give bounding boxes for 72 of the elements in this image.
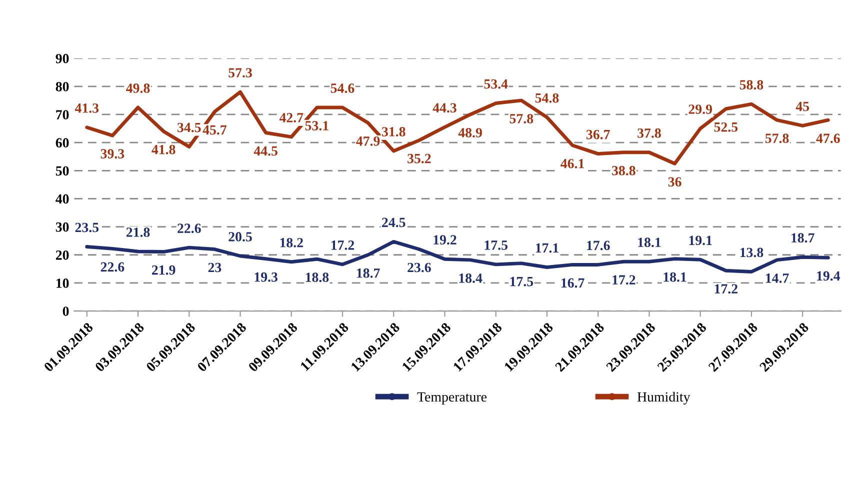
- annotation: 16.7: [562, 278, 584, 288]
- annotation: 17.2: [714, 284, 738, 294]
- annotation: 29.9: [688, 104, 712, 114]
- annotation: 54.8: [535, 93, 559, 103]
- annotation: 52.5: [714, 122, 738, 132]
- annotation: 14.7: [766, 274, 789, 283]
- y-tick-label: 20: [56, 250, 69, 260]
- annotation: 44.3: [432, 103, 456, 113]
- annotation: 20.5: [228, 232, 252, 242]
- y-tick-label: 40: [56, 194, 69, 204]
- annotation: 22.6: [100, 262, 124, 272]
- annotation: 22.6: [178, 224, 201, 234]
- y-tick-label: 80: [56, 82, 69, 92]
- annotation: 21.8: [126, 228, 150, 237]
- annotation: 36.7: [586, 130, 610, 140]
- annotation: 58.8: [740, 80, 764, 90]
- annotation: 19.2: [434, 235, 456, 245]
- annotation: 23.6: [408, 262, 431, 272]
- y-tick-label: 70: [56, 110, 69, 120]
- annotation: 35.2: [408, 154, 431, 164]
- annotation: 21.9: [152, 265, 176, 275]
- annotation: 57.8: [765, 134, 789, 144]
- annotation: 53.4: [484, 79, 508, 89]
- annotation: 57.3: [228, 68, 252, 78]
- annotation: 24.5: [382, 218, 406, 228]
- annotation: 17.6: [587, 240, 610, 250]
- annotation: 34.5: [178, 122, 201, 132]
- y-tick-label: 30: [56, 222, 69, 232]
- annotation: 42.7: [279, 113, 304, 122]
- annotation: 18.2: [280, 238, 303, 248]
- y-tick-label: 90: [56, 54, 69, 64]
- annotation: 17.5: [510, 276, 534, 286]
- annotation: 17.5: [484, 240, 508, 250]
- annotation: 47.9: [356, 136, 380, 146]
- annotation: 19.4: [817, 271, 840, 281]
- annotation: 13.8: [740, 248, 764, 258]
- annotation: 17.1: [536, 243, 558, 253]
- annotation: 39.3: [100, 149, 124, 159]
- annotation: 18.8: [306, 272, 329, 282]
- annotation: 45: [796, 102, 810, 112]
- legend-label: Humidity: [637, 392, 690, 404]
- annotation: 23.5: [75, 222, 99, 232]
- annotation: 41.3: [74, 103, 99, 113]
- annotation: 17.2: [612, 275, 636, 285]
- annotation: 53.1: [305, 121, 328, 130]
- annotation: 48.9: [458, 128, 482, 138]
- annotation: 36: [668, 177, 682, 187]
- y-tick-label: 60: [56, 138, 69, 148]
- annotation: 18.7: [357, 268, 380, 278]
- annotation: 37.8: [638, 128, 661, 138]
- annotation: 49.8: [126, 84, 150, 93]
- y-tick-label: 50: [56, 166, 69, 176]
- annotation: 18.1: [638, 238, 661, 248]
- annotation: 41.8: [152, 144, 176, 154]
- annotation: 19.3: [254, 272, 278, 282]
- annotation: 18.4: [459, 273, 482, 283]
- annotation: 46.1: [560, 158, 584, 168]
- annotation: 31.8: [382, 127, 406, 136]
- y-tick-label: 10: [56, 278, 69, 288]
- y-tick-label: 0: [62, 306, 69, 316]
- annotation: 23: [208, 262, 222, 272]
- annotation: 18.7: [792, 233, 814, 243]
- annotation: 54.6: [330, 84, 354, 93]
- annotation: 45.7: [202, 125, 227, 135]
- annotation: 17.2: [331, 240, 354, 250]
- annotation: 44.5: [254, 146, 278, 156]
- annotation: 38.8: [612, 166, 636, 176]
- legend-label: Temperature: [417, 392, 487, 404]
- annotation: 47.6: [816, 134, 840, 144]
- annotation: 19.1: [689, 236, 712, 246]
- annotation: 57.8: [510, 114, 534, 124]
- annotation: 18.1: [664, 272, 686, 282]
